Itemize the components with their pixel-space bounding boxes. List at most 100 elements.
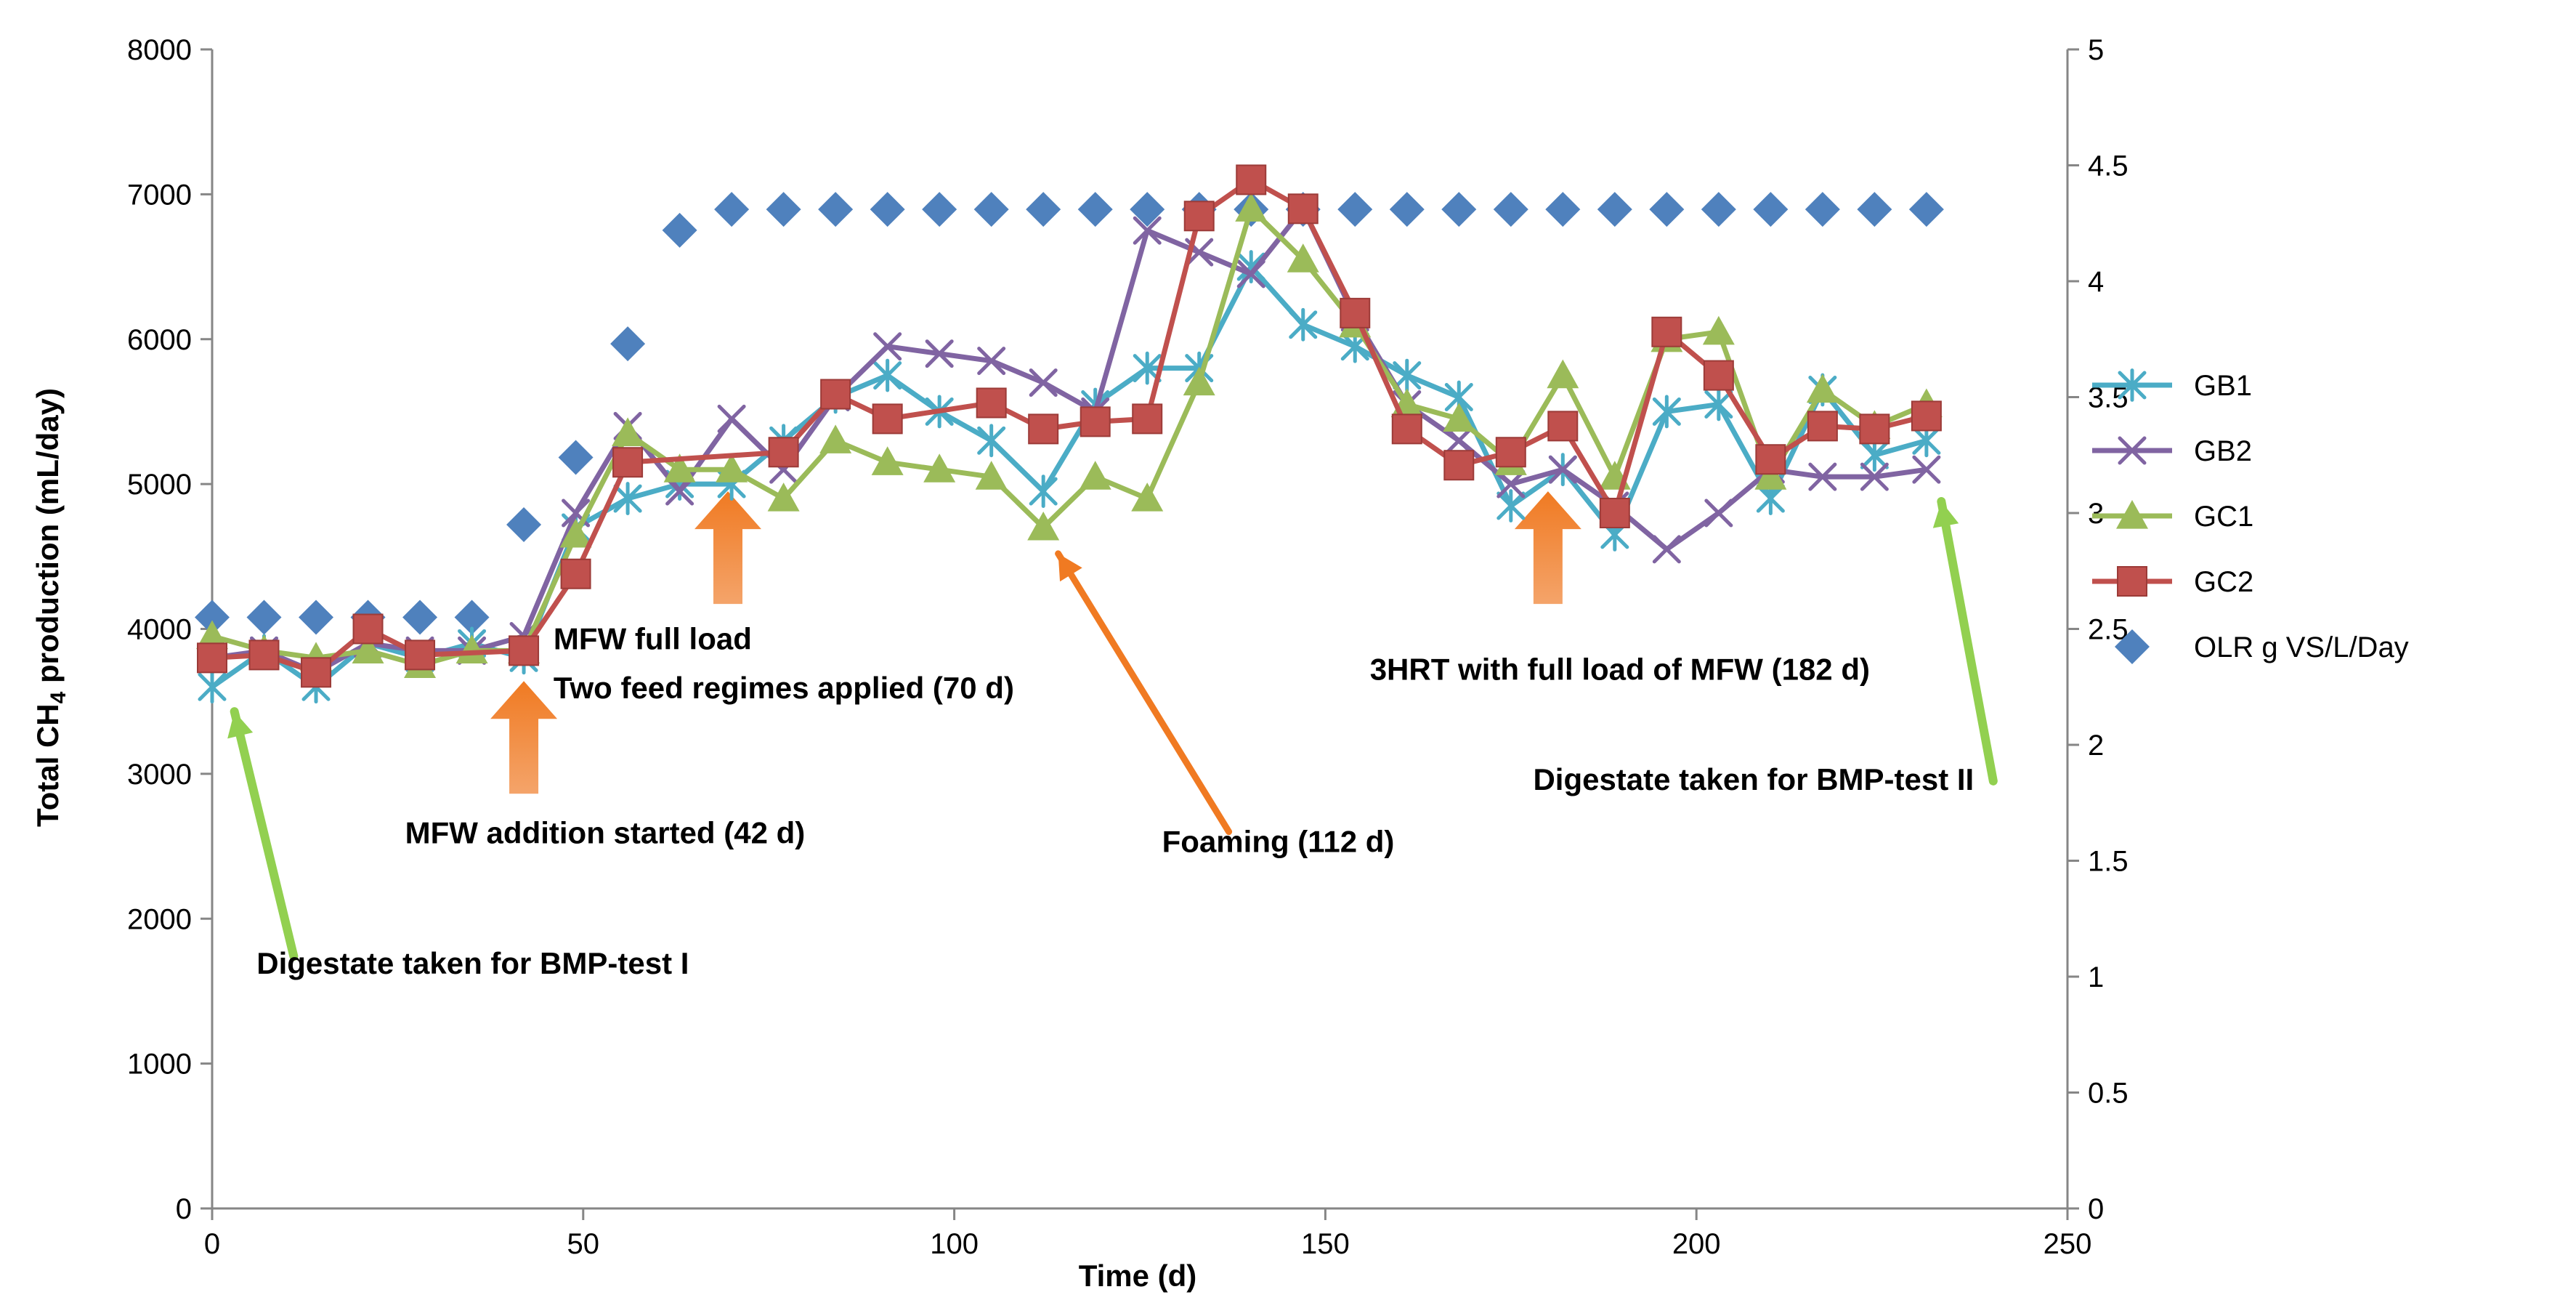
gc2-point <box>1443 450 1475 481</box>
gb1-point <box>613 482 642 515</box>
olr-g-vs-l-day-point <box>195 600 230 635</box>
gc1-point <box>352 634 384 664</box>
gb2-point <box>1652 535 1681 564</box>
x-tick-label: 200 <box>1672 1228 1721 1260</box>
gb2-point <box>717 404 746 433</box>
olr-g-vs-l-day-point <box>402 600 438 635</box>
gc1-point <box>1287 243 1319 273</box>
legend-item: GC1 <box>2092 500 2253 533</box>
olr-g-vs-l-day-point <box>1026 192 1061 227</box>
gc2-point <box>509 635 540 666</box>
y-tick-label: 7000 <box>127 179 192 211</box>
gc2-point <box>1859 413 1890 445</box>
gb2-point <box>1808 462 1837 491</box>
y2-tick-label: 5 <box>2088 34 2104 66</box>
annotation-text: Digestate taken for BMP-test II <box>1533 762 1974 796</box>
y-axis-title: Total CH4 production (mL/day) <box>31 388 70 827</box>
gc2-point <box>1651 316 1682 347</box>
olr-g-vs-l-day-point <box>610 326 646 362</box>
gb2-point <box>925 339 954 368</box>
legend: GB1 GB2 GC1 GC2 OLR g VS/L/Day <box>2092 368 2409 664</box>
gc2-point <box>1495 437 1526 468</box>
gc1-point <box>663 453 696 483</box>
gc2-point <box>1287 193 1319 225</box>
olr-g-vs-l-day-point <box>818 192 854 227</box>
olr-g-vs-l-day-point <box>1597 192 1632 227</box>
olr-g-vs-l-day-point <box>246 600 282 635</box>
y-axis-title-part: production (mL/day) <box>31 388 65 692</box>
gb1-point <box>1236 250 1265 283</box>
gc2-point <box>301 657 332 688</box>
olr-g-vs-l-day-point <box>1753 192 1789 227</box>
x-tick-label: 50 <box>567 1228 600 1260</box>
legend-marker <box>2118 368 2147 402</box>
gc1-point <box>612 417 644 446</box>
gc1-point <box>923 453 956 483</box>
gc2-point <box>1391 413 1422 445</box>
gc2-point <box>1807 411 1838 442</box>
gb2-point <box>1912 455 1941 484</box>
gc1-point <box>1547 359 1579 389</box>
y-tick-label: 6000 <box>127 324 192 356</box>
arrow-full-load <box>694 491 762 605</box>
gc2-point <box>352 613 384 645</box>
x-axis-title: Time (d) <box>1079 1259 1197 1293</box>
olr-g-vs-l-day-point <box>299 600 334 635</box>
arrow-bmp-test-1 <box>227 707 299 961</box>
olr-g-vs-l-day-point <box>558 440 594 475</box>
gc1-point <box>1183 366 1215 396</box>
gc2-point <box>1911 400 1942 432</box>
olr-g-vs-l-day-point <box>1908 192 1944 227</box>
gc2-point <box>1236 164 1267 195</box>
gc1-point <box>871 446 904 475</box>
arrow-bmp-test-2 <box>1932 497 1998 786</box>
gb1-point <box>1393 358 1422 392</box>
y-tick-label: 3000 <box>127 759 192 791</box>
legend-marker <box>2115 629 2150 664</box>
olr-g-vs-l-day-point <box>922 192 957 227</box>
gc2-point <box>976 387 1007 419</box>
gc2-point <box>1599 498 1630 528</box>
x-tick-label: 100 <box>930 1228 979 1260</box>
annotation-text: 3HRT with full load of MFW (182 d) <box>1370 652 1870 686</box>
y2-tick-label: 2 <box>2088 730 2104 762</box>
olr-g-vs-l-day-point <box>1493 192 1528 227</box>
olr-g-vs-l-day-point <box>1805 192 1840 227</box>
y-axis-title-part: Total CH <box>31 703 65 827</box>
gc1-point <box>1027 511 1060 541</box>
olr-g-vs-l-day-point <box>1077 192 1113 227</box>
gc1-point <box>1702 315 1735 345</box>
gc1-point <box>1806 374 1839 403</box>
annotation-text: Foaming (112 d) <box>1162 825 1395 859</box>
olr-g-vs-l-day-point <box>1337 192 1373 227</box>
gc1-line <box>211 206 1928 668</box>
gc2-point <box>768 437 799 468</box>
gb2-point <box>1444 426 1473 455</box>
gc2-point <box>820 379 851 410</box>
gc2-point <box>1340 297 1371 328</box>
y2-tick-label: 1 <box>2088 961 2104 993</box>
gb2-point <box>1704 498 1733 528</box>
y-tick-label: 8000 <box>127 34 192 66</box>
gc1-point <box>1079 461 1111 490</box>
annotation-text: MFW addition started (42 d) <box>405 816 806 850</box>
gb1-point <box>1860 438 1889 472</box>
gb1-point <box>1133 351 1162 385</box>
olr-g-vs-l-day-point <box>1389 192 1425 227</box>
gc2-point <box>1547 411 1579 442</box>
gb1-point <box>873 358 902 392</box>
gc2-point <box>872 403 903 435</box>
arrow-3hrt <box>1514 491 1581 605</box>
olr-g-vs-l-day-point <box>766 192 801 227</box>
gc1-point <box>1443 403 1475 432</box>
gc1-point <box>716 453 748 483</box>
gc2-point <box>1183 201 1215 232</box>
legend-label: OLR g VS/L/Day <box>2194 631 2409 663</box>
arrow-foaming <box>1055 550 1233 836</box>
gb1-point <box>1029 475 1058 508</box>
gc1-point <box>819 424 852 453</box>
olr-g-vs-l-day-point <box>1701 192 1736 227</box>
gb2-point <box>1133 216 1162 245</box>
annotations: Digestate taken for BMP-test I MFW additi… <box>256 621 1974 980</box>
